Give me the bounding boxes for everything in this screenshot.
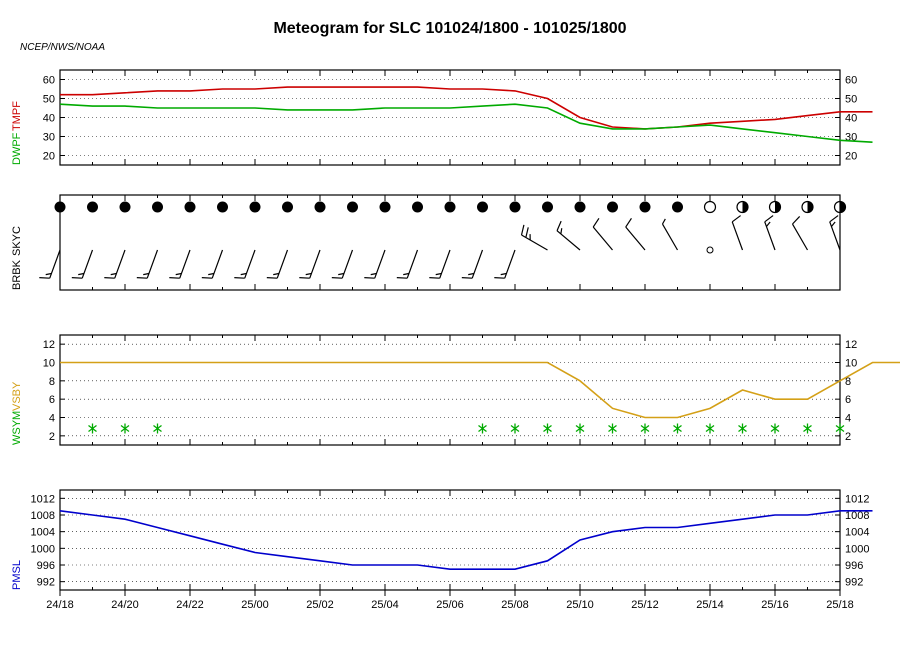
- svg-text:PMSL: PMSL: [11, 560, 23, 590]
- svg-text:992: 992: [37, 577, 55, 589]
- svg-text:10: 10: [43, 358, 55, 370]
- svg-text:1012: 1012: [31, 493, 55, 505]
- svg-text:1000: 1000: [31, 543, 55, 555]
- svg-text:25/10: 25/10: [566, 599, 594, 611]
- meteogram-svg: 20203030404050506060DWPFTMPFBRBKSKYC2244…: [0, 0, 900, 650]
- svg-text:1012: 1012: [845, 493, 869, 505]
- svg-text:60: 60: [43, 75, 55, 87]
- svg-text:2: 2: [845, 431, 851, 443]
- svg-text:40: 40: [845, 113, 857, 125]
- svg-text:20: 20: [845, 151, 857, 163]
- svg-text:10: 10: [845, 358, 857, 370]
- svg-text:25/04: 25/04: [371, 599, 399, 611]
- svg-text:25/08: 25/08: [501, 599, 529, 611]
- svg-text:12: 12: [43, 339, 55, 351]
- chart-title: Meteogram for SLC 101024/1800 - 101025/1…: [0, 20, 900, 38]
- svg-text:DWPF: DWPF: [11, 132, 23, 165]
- svg-text:25/12: 25/12: [631, 599, 659, 611]
- svg-text:4: 4: [845, 413, 851, 425]
- svg-text:1000: 1000: [845, 543, 869, 555]
- svg-text:992: 992: [845, 577, 863, 589]
- svg-text:50: 50: [43, 94, 55, 106]
- svg-text:24/22: 24/22: [176, 599, 204, 611]
- svg-text:996: 996: [37, 560, 55, 572]
- svg-text:25/14: 25/14: [696, 599, 724, 611]
- svg-text:6: 6: [845, 394, 851, 406]
- source-label: NCEP/NWS/NOAA: [20, 42, 105, 53]
- svg-text:VSBY: VSBY: [11, 381, 23, 411]
- svg-text:50: 50: [845, 94, 857, 106]
- svg-text:1008: 1008: [31, 510, 55, 522]
- svg-text:SKYC: SKYC: [11, 226, 23, 256]
- svg-text:996: 996: [845, 560, 863, 572]
- svg-text:TMPF: TMPF: [11, 101, 23, 131]
- svg-text:6: 6: [49, 394, 55, 406]
- svg-text:25/00: 25/00: [241, 599, 269, 611]
- svg-text:BRBK: BRBK: [11, 259, 23, 290]
- svg-text:24/18: 24/18: [46, 599, 74, 611]
- svg-text:20: 20: [43, 151, 55, 163]
- svg-text:25/02: 25/02: [306, 599, 334, 611]
- svg-text:25/16: 25/16: [761, 599, 789, 611]
- svg-text:60: 60: [845, 75, 857, 87]
- svg-text:4: 4: [49, 413, 55, 425]
- svg-text:WSYM: WSYM: [11, 411, 23, 445]
- svg-text:25/18: 25/18: [826, 599, 854, 611]
- svg-text:1008: 1008: [845, 510, 869, 522]
- svg-text:1004: 1004: [845, 527, 869, 539]
- svg-text:30: 30: [43, 132, 55, 144]
- svg-text:12: 12: [845, 339, 857, 351]
- svg-text:24/20: 24/20: [111, 599, 139, 611]
- svg-text:25/06: 25/06: [436, 599, 464, 611]
- svg-text:8: 8: [49, 376, 55, 388]
- svg-text:1004: 1004: [31, 527, 55, 539]
- svg-text:2: 2: [49, 431, 55, 443]
- svg-text:40: 40: [43, 113, 55, 125]
